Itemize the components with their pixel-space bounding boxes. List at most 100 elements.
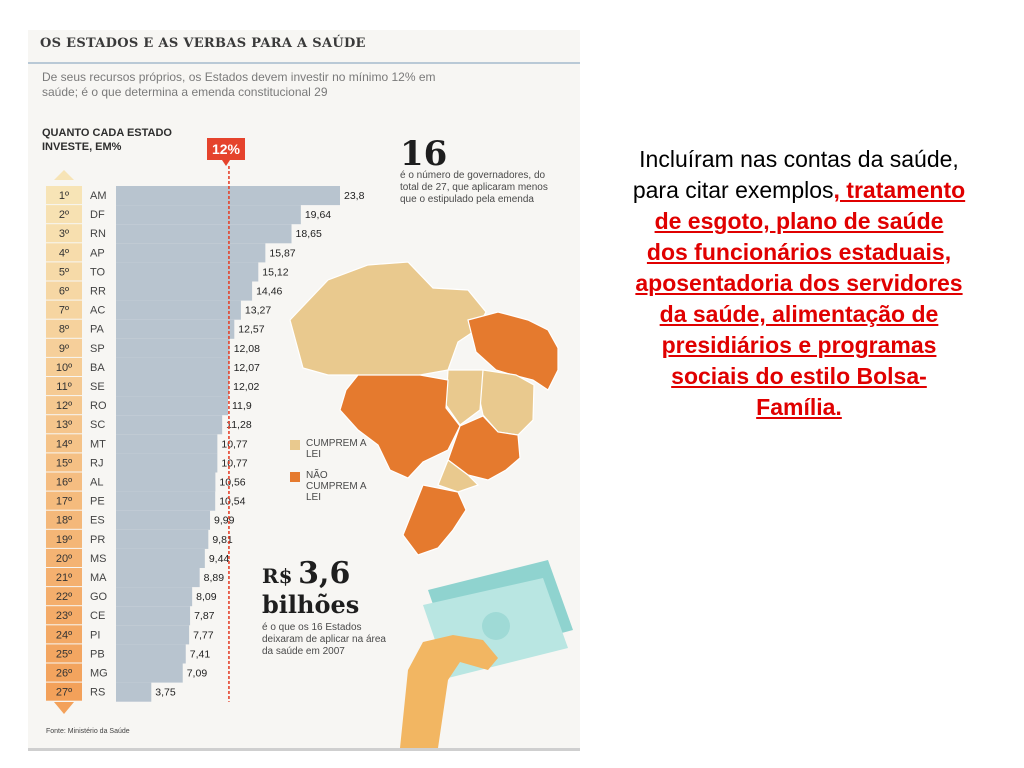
infographic: OS ESTADOS E AS VERBAS PARA A SAÚDE De s…: [28, 30, 580, 751]
bar: [116, 338, 230, 358]
value-label: 8,09: [196, 591, 217, 603]
state-label: MT: [90, 438, 106, 450]
rank-label: 23º: [56, 610, 72, 622]
rank-cell: [46, 186, 82, 205]
rank-label: 4º: [59, 247, 69, 259]
value-label: 10,77: [221, 457, 247, 469]
value-label: 9,99: [214, 515, 235, 527]
rank-cell: [46, 262, 82, 281]
chart-heading: QUANTO CADA ESTADO INVESTE, EM%: [42, 127, 172, 153]
rank-cell: [46, 224, 82, 243]
bar: [116, 491, 216, 511]
value-label: 7,77: [193, 629, 214, 641]
slide-text-plain: Incluíram nas contas da saúde, para cita…: [632, 146, 959, 203]
rank-cell: [46, 357, 82, 376]
money-unit: bilhões: [262, 590, 360, 619]
rank-label: 9º: [59, 343, 69, 355]
value-label: 11,9: [232, 400, 252, 412]
rank-cell: [46, 644, 82, 663]
rank-label: 6º: [59, 285, 69, 297]
map-region-sul: [402, 484, 467, 556]
bar: [116, 205, 301, 225]
rank-cell: [46, 338, 82, 357]
ranking-chart: 1º AM 23,8 2º DF 19,64 3º RN 18,65 4º AP 15,87 5º TO 1…: [46, 166, 559, 714]
bar: [116, 434, 218, 454]
rank-label: 13º: [56, 419, 72, 431]
map-region-sp: [437, 459, 480, 493]
slide-text: Incluíram nas contas da saúde, para cita…: [632, 144, 966, 423]
rank-cell: [46, 396, 82, 415]
value-label: 13,27: [245, 305, 271, 317]
value-label: 10,77: [221, 438, 247, 450]
infographic-title: OS ESTADOS E AS VERBAS PARA A SAÚDE: [40, 36, 366, 51]
rank-cell: [46, 568, 82, 587]
state-label: PB: [90, 648, 105, 660]
bar: [116, 243, 266, 263]
infographic-subtitle: De seus recursos próprios, os Estados de…: [42, 70, 436, 99]
rank-label: 3º: [59, 228, 69, 240]
state-label: SE: [90, 381, 105, 393]
state-label: AM: [90, 190, 107, 202]
state-label: MG: [90, 667, 108, 679]
value-label: 14,46: [256, 285, 282, 297]
state-label: SC: [90, 419, 105, 431]
source-note: Fonte: Ministério da Saúde: [46, 728, 130, 735]
rank-cell: [46, 300, 82, 319]
value-label: 12,02: [233, 381, 259, 393]
map-region-nordeste-e: [467, 311, 559, 391]
bar: [116, 186, 340, 206]
value-label: 12,57: [238, 324, 264, 336]
value-label: 12,07: [234, 362, 260, 374]
value-label: 19,64: [305, 209, 331, 221]
rank-cell: [46, 377, 82, 396]
bar: [116, 319, 235, 339]
rank-cell: [46, 529, 82, 548]
bar: [116, 357, 230, 377]
value-label: 11,28: [226, 419, 252, 431]
legend-item-noncomply: NÃO CUMPREM A LEI: [290, 470, 376, 503]
bar: [116, 682, 152, 702]
rank-label: 5º: [59, 266, 69, 278]
legend-swatch-noncomply: [290, 472, 300, 482]
rank-cell: [46, 415, 82, 434]
state-label: PI: [90, 629, 100, 641]
state-label: ES: [90, 515, 105, 527]
rank-label: 20º: [56, 553, 72, 565]
state-label: DF: [90, 209, 105, 221]
value-label: 9,44: [209, 553, 230, 565]
value-label: 15,12: [262, 266, 288, 278]
state-label: AL: [90, 476, 103, 488]
state-label: PE: [90, 496, 105, 508]
bar: [116, 587, 193, 607]
value-label: 7,09: [187, 667, 208, 679]
value-label: 15,87: [269, 247, 295, 259]
rank-label: 24º: [56, 629, 72, 641]
state-label: MS: [90, 553, 107, 565]
bar: [116, 548, 205, 568]
slide-text-highlight: , tratamento de esgoto, plano de saúde d…: [635, 177, 966, 420]
bar: [116, 568, 200, 588]
map-region-center: [339, 374, 461, 479]
value-label: 10,56: [219, 476, 245, 488]
rank-label: 27º: [56, 687, 72, 699]
rank-cell: [46, 491, 82, 510]
rank-cell: [46, 587, 82, 606]
bar: [116, 377, 230, 397]
state-label: TO: [90, 266, 106, 278]
bar: [116, 281, 253, 301]
state-label: RN: [90, 228, 106, 240]
state-label: GO: [90, 591, 108, 603]
rank-cell: [46, 510, 82, 529]
stat-16-number: 16: [400, 134, 448, 174]
rank-label: 8º: [59, 324, 69, 336]
state-label: RO: [90, 400, 107, 412]
value-label: 10,54: [219, 496, 245, 508]
state-label: PR: [90, 534, 105, 546]
bar: [116, 415, 223, 435]
money-prefix: R$: [262, 564, 293, 588]
rank-label: 12º: [56, 400, 72, 412]
rank-cell: [46, 472, 82, 491]
state-label: CE: [90, 610, 105, 622]
value-label: 7,87: [194, 610, 215, 622]
bar: [116, 453, 218, 473]
